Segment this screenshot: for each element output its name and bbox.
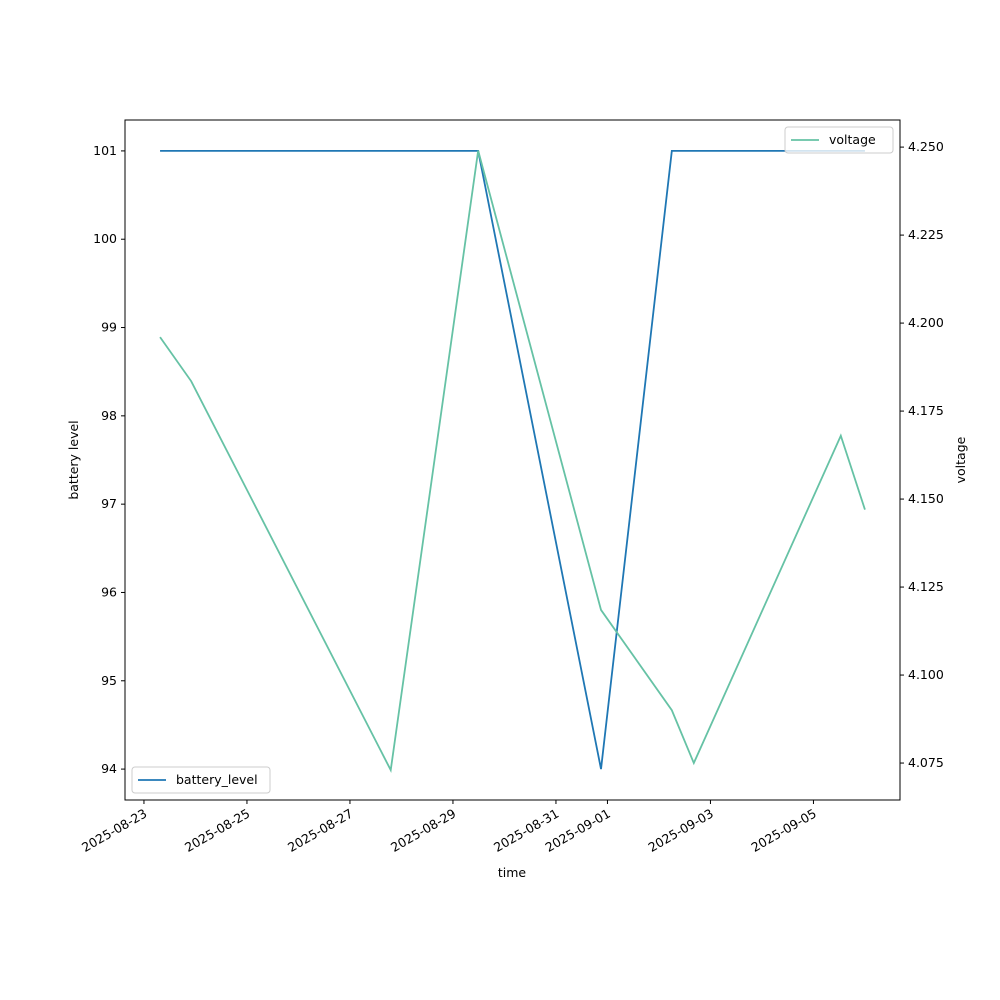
y2-tick-label: 4.250 — [908, 139, 944, 154]
y-tick-label: 99 — [101, 320, 117, 335]
plot-frame — [124, 119, 901, 801]
legend-label: voltage — [829, 132, 876, 147]
line-series — [160, 150, 865, 770]
y-tick-label: 95 — [101, 673, 117, 688]
legend-box — [784, 126, 894, 154]
y2-tick-label: 4.225 — [908, 227, 944, 242]
legend-box — [131, 766, 271, 794]
y2-tick-label: 4.100 — [908, 667, 944, 682]
y-axis-label: battery level — [66, 420, 81, 499]
x-axis-label: time — [498, 865, 527, 880]
line-series — [159, 150, 866, 774]
legend-label: battery_level — [176, 772, 258, 787]
y-tick-label: 98 — [101, 408, 117, 423]
y2-tick-label: 4.200 — [908, 315, 944, 330]
y-tick-label: 101 — [93, 143, 117, 158]
y-tick-label: 97 — [101, 496, 117, 511]
y2-tick-label: 4.125 — [908, 579, 944, 594]
x-tick-label: 2025-08-23 — [79, 806, 149, 855]
y2-tick-label: 4.150 — [908, 491, 944, 506]
x-tick-label: 2025-09-03 — [646, 806, 716, 855]
y2-tick-label: 4.075 — [908, 755, 944, 770]
x-tick-label: 2025-08-29 — [388, 806, 458, 855]
y-tick-label: 94 — [101, 761, 117, 776]
x-tick-label: 2025-09-05 — [749, 806, 819, 855]
x-tick-label: 2025-08-27 — [285, 806, 355, 855]
x-tick-label: 2025-08-25 — [182, 806, 252, 855]
y-tick-label: 100 — [93, 231, 117, 246]
y2-tick-label: 4.175 — [908, 403, 944, 418]
y-tick-label: 96 — [101, 584, 117, 599]
y2-axis-label: voltage — [953, 436, 968, 483]
